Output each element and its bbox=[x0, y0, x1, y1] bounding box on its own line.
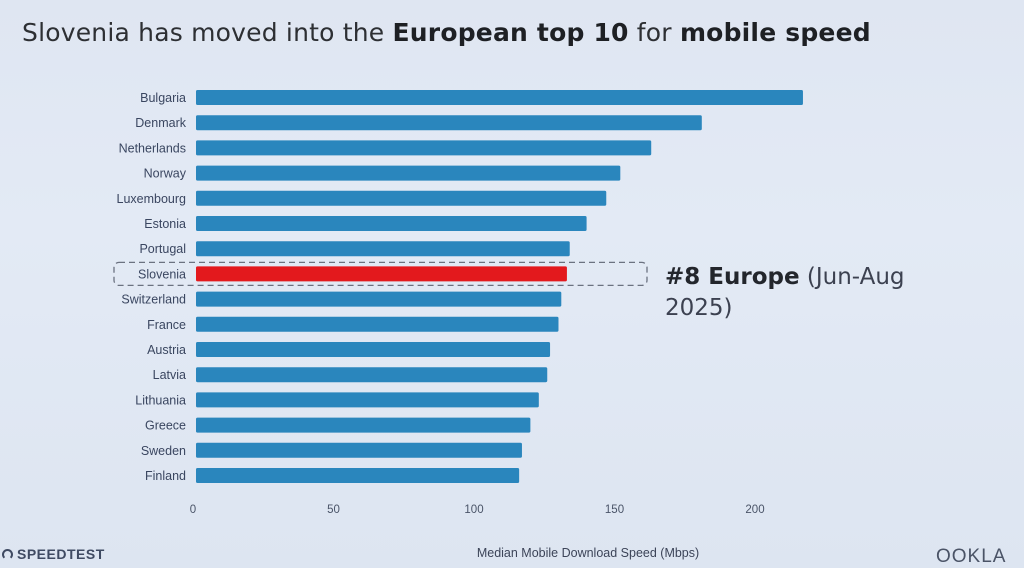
category-label-norway: Norway bbox=[144, 167, 187, 181]
category-label-bulgaria: Bulgaria bbox=[140, 91, 186, 105]
category-label-sweden: Sweden bbox=[141, 444, 186, 458]
category-labels: Bulgaria Denmark Netherlands Norway Luxembou… bbox=[117, 91, 187, 483]
category-label-france: France bbox=[147, 318, 186, 332]
category-label-greece: Greece bbox=[145, 419, 186, 433]
bar-austria bbox=[196, 342, 551, 357]
rank-annotation: #8 Europe (Jun-Aug 2025) bbox=[665, 262, 965, 324]
chart-title: Slovenia has moved into the European top… bbox=[22, 18, 1022, 47]
ookla-logo: OOKLA bbox=[936, 546, 1007, 567]
bar-netherlands bbox=[196, 140, 652, 156]
category-label-denmark: Denmark bbox=[135, 116, 186, 130]
x-tick-150: 150 bbox=[605, 504, 624, 516]
category-label-austria: Austria bbox=[147, 343, 186, 357]
category-label-netherlands: Netherlands bbox=[119, 141, 186, 155]
bar-finland bbox=[196, 468, 520, 483]
x-tick-200: 200 bbox=[745, 504, 764, 516]
bar-portugal bbox=[196, 241, 570, 257]
x-tick-labels: 0 50 100 150 200 bbox=[190, 504, 765, 516]
category-label-estonia: Estonia bbox=[144, 217, 186, 231]
category-label-latvia: Latvia bbox=[153, 368, 186, 382]
bar-sweden bbox=[196, 442, 522, 458]
speedtest-logo-text: SPEEDTEST bbox=[17, 546, 105, 562]
category-label-slovenia: Slovenia bbox=[138, 267, 186, 281]
bar-switzerland bbox=[196, 291, 562, 307]
bars-group bbox=[196, 90, 803, 483]
bar-france bbox=[196, 316, 559, 332]
x-axis-title: Median Mobile Download Speed (Mbps) bbox=[477, 546, 699, 560]
bar-luxembourg bbox=[196, 190, 607, 206]
title-mid: for bbox=[628, 18, 680, 47]
category-label-switzerland: Switzerland bbox=[121, 293, 186, 307]
bar-latvia bbox=[196, 367, 548, 383]
title-bold-mobile-speed: mobile speed bbox=[679, 18, 871, 47]
title-plain: Slovenia has moved into the bbox=[22, 18, 393, 47]
category-label-portugal: Portugal bbox=[139, 242, 186, 256]
category-label-lithuania: Lithuania bbox=[135, 393, 186, 407]
highlight-box bbox=[113, 261, 648, 287]
x-tick-100: 100 bbox=[464, 504, 483, 516]
bar-slovenia bbox=[196, 266, 567, 282]
speedtest-gauge-icon bbox=[2, 548, 13, 560]
title-bold-european-top: European top 10 bbox=[392, 18, 629, 47]
bar-denmark bbox=[196, 115, 702, 131]
bar-lithuania bbox=[196, 392, 539, 408]
bar-greece bbox=[196, 417, 531, 433]
category-label-finland: Finland bbox=[145, 469, 186, 483]
rank-period: (Jun-Aug 2025) bbox=[665, 264, 905, 321]
bar-estonia bbox=[196, 216, 587, 231]
bar-bulgaria bbox=[196, 90, 803, 105]
x-tick-0: 0 bbox=[190, 504, 196, 516]
x-tick-50: 50 bbox=[327, 504, 340, 516]
rank-label: #8 Europe bbox=[665, 264, 800, 290]
bar-norway bbox=[196, 165, 621, 181]
category-label-luxembourg: Luxembourg bbox=[117, 192, 187, 206]
speedtest-logo: SPEEDTEST bbox=[2, 546, 105, 562]
